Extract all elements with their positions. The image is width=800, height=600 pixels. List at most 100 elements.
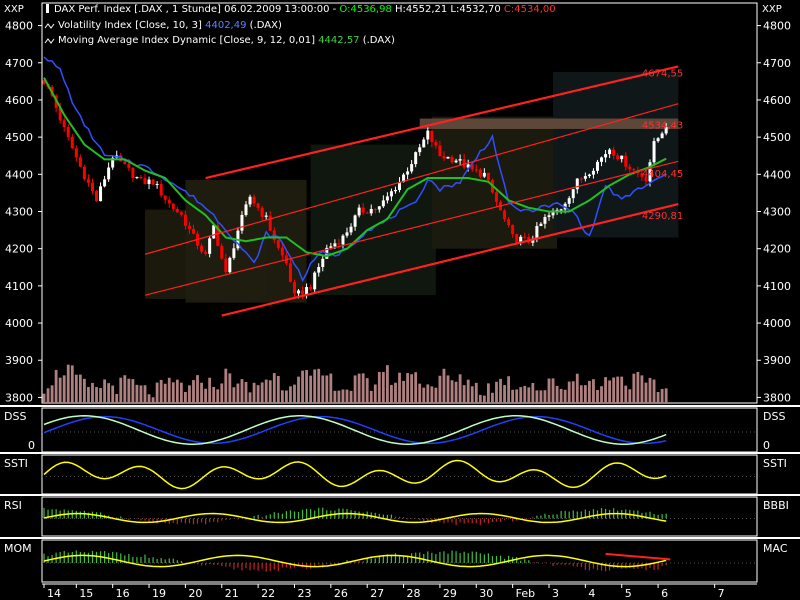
- volume-bar: [353, 375, 357, 403]
- volume-bar: [390, 384, 393, 403]
- x-tick-label: 27: [370, 587, 384, 600]
- volume-bar: [54, 369, 58, 403]
- volume-bar: [571, 381, 575, 403]
- volume-bar: [624, 385, 628, 403]
- candle-down: [640, 173, 644, 177]
- svg-text:Volatility Index [Close, 10, 3: Volatility Index [Close, 10, 3] 4402,49 …: [58, 20, 282, 31]
- candle-down: [442, 156, 446, 159]
- candle-up: [458, 159, 462, 161]
- volume-bar: [612, 377, 616, 403]
- candle-up: [567, 198, 571, 204]
- volume-bar: [381, 372, 385, 403]
- volume-bar: [588, 380, 591, 403]
- candle-down: [276, 240, 280, 248]
- candle-down: [95, 191, 99, 202]
- volume-bar: [83, 378, 86, 403]
- volume-bar: [200, 382, 203, 403]
- y-tick-label-left: 4800: [5, 20, 33, 33]
- volume-bar: [543, 390, 547, 403]
- legend-ma-name: Moving Average Index Dynamic [Close, 9, …: [58, 35, 318, 46]
- volume-bar: [583, 385, 587, 403]
- legend-low: L:4532,70: [447, 4, 500, 15]
- panel-frame: [41, 496, 758, 537]
- candle-down: [90, 182, 94, 192]
- candle-down: [470, 164, 474, 170]
- channel-zone: [310, 144, 436, 296]
- volume-bar: [345, 389, 349, 403]
- candle-down: [204, 251, 208, 254]
- volume-bar: [430, 386, 434, 403]
- y-tick-label-right: 4400: [763, 168, 791, 181]
- candle-down: [450, 156, 454, 163]
- corner-label-left: XXP: [4, 4, 24, 15]
- volume-bar: [119, 377, 123, 403]
- candle-down: [268, 215, 272, 231]
- candle-up: [341, 235, 345, 245]
- volume-bar: [499, 378, 502, 403]
- volume-bar: [478, 394, 482, 403]
- candle-up: [454, 160, 458, 163]
- candle-down: [123, 161, 127, 164]
- corner-label-right: XXP: [762, 4, 782, 15]
- trend-channel-lines[interactable]: 4674,55 4534,43 4404,45 4290,81: [144, 65, 683, 317]
- volume-bar: [551, 378, 555, 403]
- candle-up: [345, 232, 349, 236]
- volume-bar: [62, 375, 66, 403]
- y-tick-label-left: 4200: [5, 243, 33, 256]
- candle-up: [297, 290, 301, 294]
- candle-up: [620, 155, 624, 160]
- volume-bar: [208, 377, 212, 403]
- volume-bar: [131, 379, 135, 403]
- candle-down: [494, 192, 498, 202]
- volume-bar: [652, 379, 656, 403]
- x-tick-label: 30: [479, 587, 493, 600]
- candle-down: [503, 210, 507, 220]
- candle-up: [656, 138, 660, 142]
- candle-down: [628, 166, 632, 170]
- panel-label-right: BBBI: [763, 499, 789, 512]
- legend-ma-suffix: (.DAX): [360, 35, 395, 46]
- panel-label-right: SSTI: [763, 457, 787, 470]
- indicator-overlays: [43, 56, 667, 283]
- candle-down: [507, 219, 511, 226]
- candle-down: [523, 236, 527, 238]
- volume-bar: [87, 387, 90, 403]
- candle-down: [143, 178, 147, 184]
- candle-up: [228, 257, 232, 273]
- candle-down: [187, 225, 191, 229]
- candle-down: [301, 290, 305, 295]
- volume-bar: [155, 382, 159, 403]
- volume-bar: [111, 385, 115, 403]
- candle-down: [260, 207, 264, 217]
- y-tick-label-right: 4000: [763, 317, 791, 330]
- candle-up: [660, 133, 664, 139]
- x-tick-label: 21: [225, 587, 239, 600]
- volume-bar: [402, 380, 405, 403]
- candle-up: [381, 200, 385, 207]
- volume-bar: [135, 384, 139, 403]
- volume-bar: [426, 384, 430, 403]
- volume-bar: [438, 375, 442, 403]
- channel-value-label: 4290,81: [642, 211, 683, 222]
- y-tick-label-right: 4500: [763, 131, 791, 144]
- candle-up: [402, 174, 406, 183]
- volume-bar: [151, 397, 155, 403]
- candle-down: [430, 130, 434, 143]
- y-tick-label-right: 4300: [763, 206, 791, 219]
- y-tick-label-left: 3900: [5, 354, 33, 367]
- volume-bar: [74, 374, 78, 403]
- candle-up: [426, 130, 430, 140]
- candle-up: [329, 246, 333, 248]
- panel-label-right: DSS: [763, 410, 785, 423]
- candle-up: [600, 157, 604, 162]
- candle-down: [361, 207, 365, 213]
- candle-up: [135, 176, 139, 179]
- y-tick-label-left: 4700: [5, 57, 33, 70]
- candle-down: [175, 208, 179, 213]
- volume-bar: [325, 375, 329, 403]
- volume-bar: [349, 390, 353, 403]
- volume-bar: [507, 376, 510, 403]
- candle-up: [547, 215, 551, 218]
